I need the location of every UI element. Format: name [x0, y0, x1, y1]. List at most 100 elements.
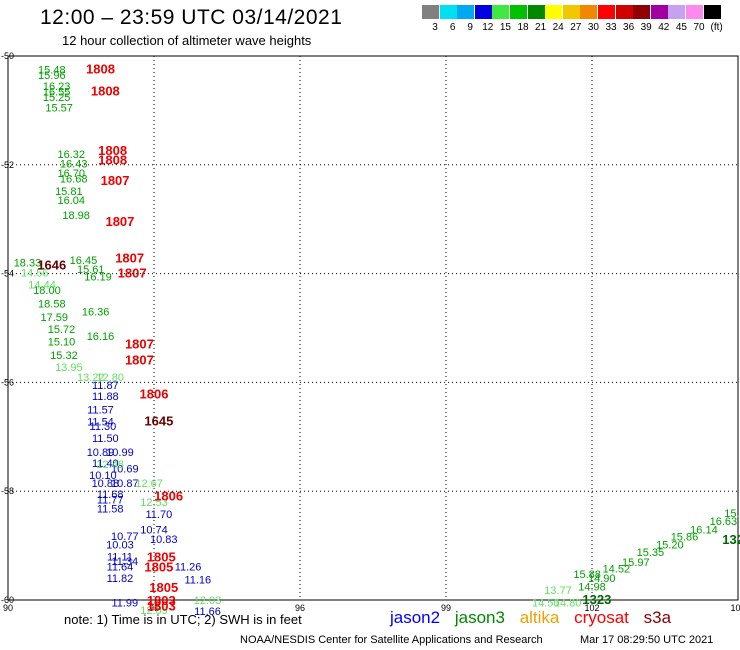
color-scale-label: 70: [693, 22, 705, 33]
wave-height-label: 15.20: [656, 540, 684, 552]
wave-height-label: 1808: [86, 62, 115, 77]
wave-height-label: 11.34: [111, 556, 138, 568]
wave-height-label: 11.77: [97, 494, 124, 506]
wave-height-label: 1803: [147, 599, 176, 614]
legend-jason2: jason2: [390, 608, 441, 627]
wave-height-label: 15.61: [77, 264, 105, 276]
color-swatch: [545, 5, 563, 19]
wave-height-label: 10.88: [92, 478, 120, 490]
color-scale-label: 33: [605, 22, 617, 33]
wave-height-label: 15.57: [45, 103, 73, 115]
wave-height-label: 1807: [118, 266, 147, 281]
color-swatch: [510, 5, 527, 19]
wave-height-label: 10.99: [106, 447, 134, 459]
wave-height-label: 15.97: [622, 557, 650, 569]
color-scale-label: 6: [449, 22, 456, 33]
wave-height-label: 11.50: [92, 433, 119, 445]
wave-height-label: 18.98: [62, 210, 90, 222]
color-scale-label: 27: [570, 22, 582, 33]
color-scale-label: 42: [658, 22, 670, 33]
wave-height-label: 11.82: [107, 573, 134, 585]
wave-height-label: 15.65: [724, 508, 740, 520]
wave-height-label: 15.88: [573, 569, 601, 581]
wave-height-label: 18.00: [33, 285, 61, 297]
wave-height-label: 11.64: [107, 561, 134, 573]
wave-height-label: 1805: [147, 550, 176, 565]
color-swatch: [668, 5, 686, 19]
wave-height-label: 18.58: [38, 299, 66, 311]
wave-height-label: 1807: [101, 173, 130, 188]
wave-height-label: 1808: [91, 83, 120, 98]
map-frame: [7, 55, 739, 601]
wave-height-label: 12.03: [194, 595, 222, 607]
wave-height-label: 16.68: [60, 173, 88, 185]
wave-height-label: 16.45: [70, 255, 98, 267]
wave-height-label: 16.32: [58, 149, 86, 161]
page-subtitle: 12 hour collection of altimeter wave hei…: [62, 33, 312, 48]
color-swatch: [422, 5, 439, 19]
wave-height-label: 11.57: [87, 405, 114, 417]
units-note: note: 1) Time is in UTC; 2) SWH is in fe…: [64, 612, 302, 627]
wave-height-label: 15.10: [48, 337, 76, 349]
color-swatch: [527, 5, 545, 19]
wave-height-label: 10.74: [140, 524, 168, 536]
wave-height-label: 16.55: [43, 86, 71, 98]
color-scale-label: 12: [482, 22, 494, 33]
x-tick-label: 96: [295, 603, 305, 613]
x-tick-label: 99: [441, 603, 451, 613]
wave-height-label: 11.99: [111, 598, 138, 610]
color-swatch: [474, 5, 492, 19]
wave-height-label: 14.98: [578, 581, 606, 593]
wave-height-label: 13.77: [544, 585, 572, 597]
color-scale-label: 45: [675, 22, 687, 33]
wave-height-label: 11.66: [194, 606, 221, 618]
wave-height-label: 16.14: [690, 524, 718, 536]
color-swatch: [686, 5, 703, 19]
color-swatch: [439, 5, 457, 19]
wave-height-label: 14.56: [21, 268, 49, 280]
wave-height-label: 1807: [115, 250, 144, 265]
color-swatch: [580, 5, 598, 19]
wave-height-label: 1808: [98, 143, 127, 158]
color-swatch: [650, 5, 668, 19]
credit-line: NOAA/NESDIS Center for Satellite Applica…: [240, 634, 543, 646]
wave-height-label: 11.68: [97, 489, 124, 501]
wave-height-label: 14.80: [554, 598, 582, 610]
wave-height-label: 11.16: [184, 574, 211, 586]
color-scale-label: 39: [640, 22, 652, 33]
wave-height-label: 12.09: [140, 605, 168, 617]
color-scale-label: 21: [535, 22, 547, 33]
color-scale-label: 15: [499, 22, 511, 33]
color-swatch: [598, 5, 615, 19]
wave-height-label: 1645: [144, 414, 173, 429]
wave-height-label: 16.04: [58, 195, 86, 207]
legend-jason3: jason3: [454, 608, 505, 627]
wave-height-label: 16.23: [43, 81, 71, 93]
color-swatch: [703, 5, 721, 19]
legend-altika: altika: [519, 608, 560, 627]
wave-height-label: 12.80: [96, 372, 124, 384]
wave-height-label: 10.89: [87, 447, 115, 459]
wave-height-label: 15.72: [48, 324, 76, 336]
wave-height-label: 17.59: [40, 312, 68, 324]
map-axes: 90939699102105-50-52-54-56-58-60: [1, 51, 740, 613]
wave-height-label: 14.44: [28, 279, 56, 291]
wave-height-label: 12.48: [96, 459, 124, 471]
wave-height-label: 16.70: [58, 168, 86, 180]
map-grid: [8, 56, 738, 600]
wave-height-label: 10.83: [150, 534, 178, 546]
wave-height-label: 15.81: [55, 186, 83, 198]
wave-height-label: 14.50: [532, 598, 560, 610]
satellite-legend: jason2 jason3 altika cryosat s3a: [390, 608, 681, 628]
wave-height-label: 15.35: [637, 547, 665, 559]
page-title: 12:00 – 23:59 UTC 03/14/2021: [40, 6, 343, 29]
wave-height-label: 10.77: [111, 531, 139, 543]
color-scale-label: 9: [467, 22, 473, 33]
wave-height-label: 15.96: [38, 70, 66, 82]
color-swatch: [492, 5, 510, 19]
wave-height-label: 13.95: [55, 362, 83, 374]
wave-height-label: 1807: [125, 336, 154, 351]
wave-height-label: 1806: [154, 489, 183, 504]
wave-height-label: 16.36: [82, 307, 110, 319]
